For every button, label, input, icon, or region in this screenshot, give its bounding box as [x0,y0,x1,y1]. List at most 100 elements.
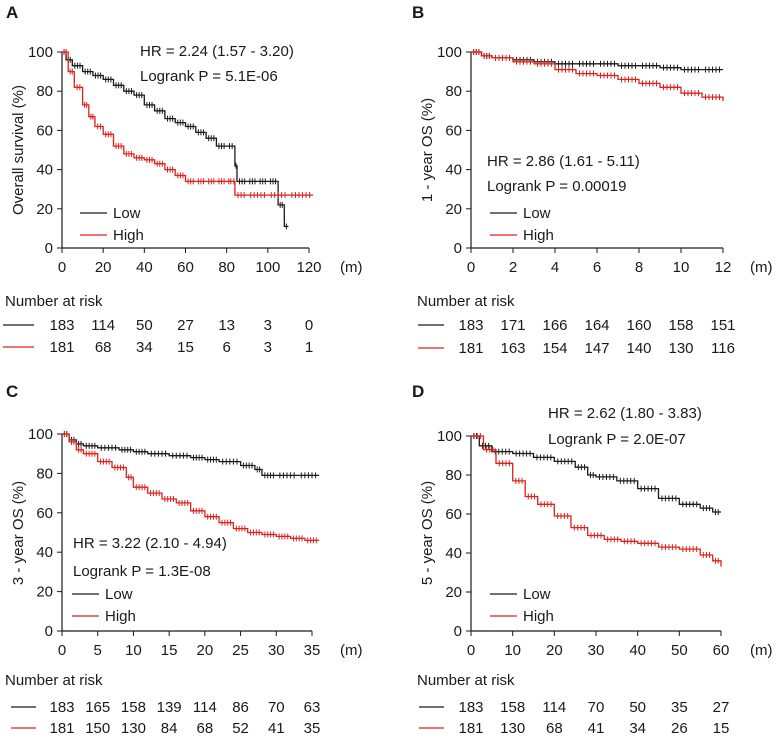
panel-b-risk-high-value: 181 [458,340,483,357]
panel-b-hr: HR = 2.86 (1.61 - 5.11) [487,153,640,170]
panel-a-ytick-label: 60 [36,122,53,139]
panel-c-risk-low-value: 183 [49,699,74,716]
panel-d-ytick-label: 40 [445,545,462,562]
panel-d-ytick-label: 60 [445,506,462,523]
panel-b-risk-low-value: 151 [710,317,735,334]
panel-d-pvalue: Logrank P = 2.0E-07 [548,431,686,448]
panel-d-xtick-label: 50 [671,642,688,659]
panel-d-risk-title: Number at risk [417,672,515,689]
panel-b-ytick-label: 60 [445,122,462,139]
panel-c-risk-high-value: 41 [268,720,285,737]
panel-a-x-unit: (m) [340,259,363,276]
panel-c-xtick-label: 30 [268,642,285,659]
panel-d-y-label: 5 - year OS (%) [419,481,436,585]
panel-c-label: C [6,382,18,401]
panel-b-risk-low-value: 171 [500,317,525,334]
panel-d-risk-high-value: 41 [588,720,605,737]
panel-a-risk-title: Number at risk [5,293,103,310]
panel-b-ytick-label: 80 [445,83,462,100]
panel-a-xtick-label: 120 [296,259,321,276]
panel-a-pvalue: Logrank P = 5.1E-06 [140,68,278,85]
panel-a-risk-low-value: 13 [218,317,235,334]
panel-b-legend-label-low: Low [523,205,551,222]
panel-c-risk-low-value: 70 [268,699,285,716]
panel-a-ytick-label: 20 [36,201,53,218]
panel-d-risk-low-value: 27 [713,699,730,716]
panel-b-xtick-label: 10 [673,259,690,276]
panel-d-ytick-label: 0 [454,623,462,640]
panel-a-ytick-label: 100 [28,44,53,61]
panel-b-ytick-label: 40 [445,162,462,179]
panel-c-ytick-label: 100 [28,426,53,443]
panel-d-risk-high-value: 68 [546,720,563,737]
panel-d-hr: HR = 2.62 (1.80 - 3.83) [548,405,702,422]
panel-a-risk-high-value: 15 [177,339,194,356]
panel-b-ytick-label: 100 [437,44,462,61]
panel-d-xtick-label: 40 [629,642,646,659]
panel-b-ytick-label: 20 [445,201,462,218]
panel-d-risk-low-value: 70 [588,699,605,716]
panel-d-curve-high [471,435,722,567]
panel-d-x-unit: (m) [750,642,773,659]
panel-b-xtick-label: 6 [593,259,601,276]
panel-d-risk-low-value: 158 [500,699,525,716]
panel-a-risk-low-value: 114 [91,317,115,334]
panel-b-ytick-label: 0 [454,240,462,257]
panel-a-risk-high-value: 34 [136,339,153,356]
panel-c-xtick-label: 15 [161,642,178,659]
panel-b-risk-high-value: 130 [668,340,693,357]
panel-b-risk-low-value: 164 [584,317,609,334]
panel-b-xtick-label: 0 [467,259,475,276]
panel-c-ytick-label: 20 [36,584,53,601]
panel-d-legend-label-low: Low [523,586,551,603]
panel-d-label: D [412,382,424,401]
panel-c-risk-title: Number at risk [5,672,103,689]
panel-a-legend-label-high: High [113,227,144,244]
panel-c-ytick-label: 0 [45,623,53,640]
panel-b-risk-high-value: 163 [500,340,525,357]
panel-d-risk-high-value: 130 [500,720,525,737]
panel-b-xtick-label: 12 [715,259,732,276]
panel-a-risk-high-value: 6 [222,339,230,356]
panel-b-risk-low-value: 160 [626,317,651,334]
panel-d-risk-low-value: 50 [629,699,646,716]
panel-b-legend-label-high: High [523,227,554,244]
panel-b-risk-high-value: 140 [626,340,651,357]
panel-a-risk-low-value: 27 [177,317,194,334]
panel-d-ytick-label: 80 [445,467,462,484]
panel-b-pvalue: Logrank P = 0.00019 [487,178,626,195]
panel-b-label: B [412,3,424,22]
panel-a-curve-high [62,51,314,196]
panel-c-risk-high-value: 130 [121,720,146,737]
panel-a-xtick-label: 100 [255,259,280,276]
panel-a-ytick-label: 0 [45,240,53,257]
panel-a-risk-low-value: 0 [305,317,313,334]
panel-c-legend-label-high: High [105,608,136,625]
panel-d-risk-high-value: 181 [458,720,483,737]
panel-c-xtick-label: 20 [197,642,214,659]
panel-a-xtick-label: 0 [58,259,66,276]
panel-b-xtick-label: 8 [635,259,643,276]
panel-b-x-unit: (m) [750,259,773,276]
panel-d-xtick-label: 60 [713,642,730,659]
panel-d-risk-low-value: 114 [542,699,566,716]
panel-d-ytick-label: 100 [437,428,462,445]
panel-a-ytick-label: 40 [36,162,53,179]
panel-d-xtick-label: 10 [504,642,521,659]
panel-b-risk-high-value: 147 [584,340,609,357]
panel-b-y-label: 1 - year OS (%) [419,98,436,202]
panel-a-y-label: Overall survival (%) [10,85,27,215]
panel-a-risk-high-value: 68 [95,339,112,356]
panel-c-x-unit: (m) [340,642,363,659]
panel-c-risk-high-value: 84 [161,720,178,737]
panel-c-pvalue: Logrank P = 1.3E-08 [73,563,211,580]
panel-c-risk-low-value: 158 [121,699,146,716]
panel-c-risk-high-value: 68 [197,720,214,737]
panel-c-risk-high-value: 35 [304,720,321,737]
panel-a-label: A [6,3,18,22]
panel-d-ytick-label: 20 [445,584,462,601]
panel-c-hr: HR = 3.22 (2.10 - 4.94) [73,535,227,552]
panel-c-risk-high-value: 52 [232,720,249,737]
panel-b-risk-high-value: 116 [711,340,735,357]
